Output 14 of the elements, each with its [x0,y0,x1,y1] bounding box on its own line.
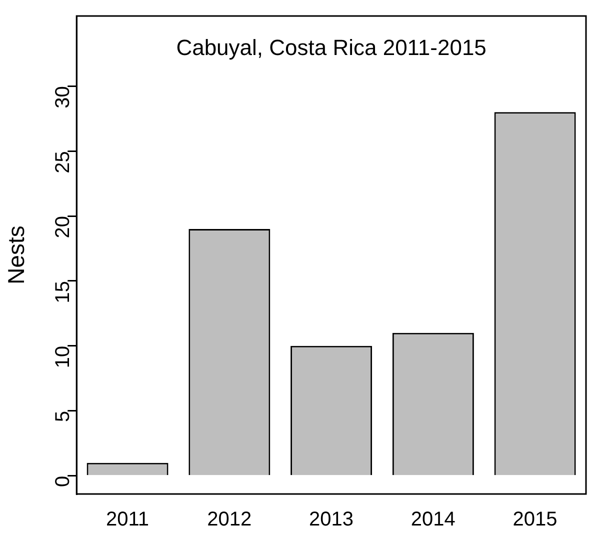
y-tick-label: 10 [52,346,74,368]
text: Cabuyal, Costa Rica 2011-2015 [176,35,486,60]
x-tick-label: 2014 [410,508,456,531]
x-tick-label: 2012 [207,508,252,531]
x-tick-label: 2011 [106,508,150,531]
y-tick-label: 15 [52,280,74,304]
x-tick-label: 2013 [309,508,354,531]
y-tick-label: 30 [52,86,74,108]
y-tick-label: 20 [52,216,74,238]
x-tick-label: 2015 [512,508,558,531]
y-tick-label: 5 [52,410,74,422]
y-axis-title: Nests [3,226,30,284]
y-tick-label: 25 [52,151,74,174]
y-tick-label: 0 [52,476,74,487]
